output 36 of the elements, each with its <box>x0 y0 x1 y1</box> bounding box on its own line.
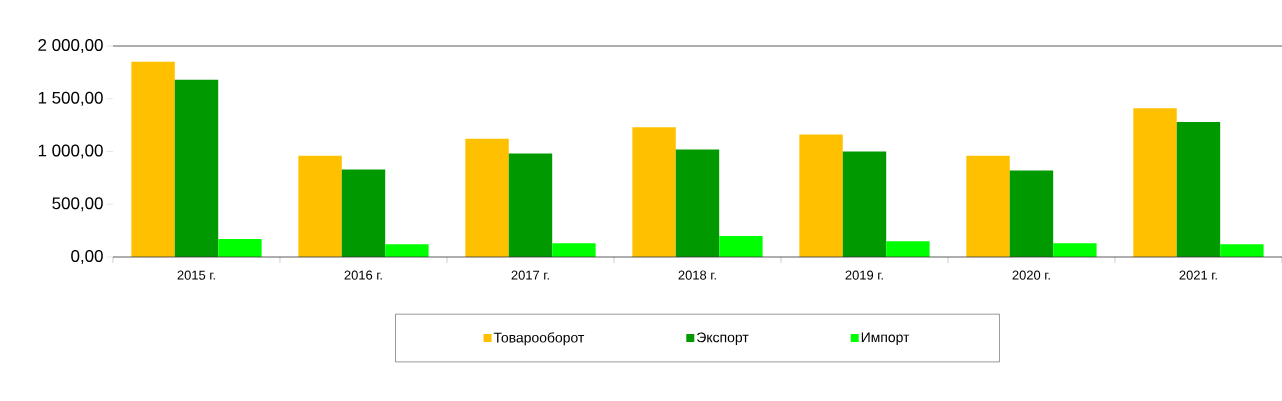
y-tick-label: 500,00 <box>52 197 103 212</box>
legend-label: Товарооборот <box>493 332 585 346</box>
x-tick-label: 2021 г. <box>1179 270 1217 280</box>
x-tick-label: 2018 г. <box>678 270 716 280</box>
bar <box>1176 121 1221 257</box>
bar <box>886 241 930 257</box>
x-tick-label: 2015 г. <box>177 270 215 280</box>
bar <box>465 138 509 257</box>
x-tick-label: 2020 г. <box>1012 270 1050 280</box>
bar <box>632 127 676 257</box>
bar <box>799 134 843 257</box>
bar <box>719 235 763 257</box>
x-tick-label: 2017 г. <box>511 270 549 280</box>
y-tick-label: 2 000,00 <box>38 39 103 53</box>
bar <box>1133 108 1177 257</box>
bar <box>675 149 720 257</box>
legend-label: Импорт <box>861 332 910 345</box>
bar <box>552 243 596 257</box>
bar <box>131 61 175 257</box>
bar <box>218 239 262 257</box>
y-tick-label: 0,00 <box>71 250 103 264</box>
x-tick-label: 2019 г. <box>845 270 883 280</box>
y-tick-label: 1 500,00 <box>38 91 103 106</box>
bar <box>385 244 429 257</box>
bar <box>1009 170 1054 257</box>
bar <box>508 153 553 257</box>
bar <box>966 155 1010 257</box>
y-tick-label: 1 000,00 <box>38 144 103 159</box>
x-tick-label: 2016 г. <box>344 270 382 280</box>
bar <box>842 151 887 257</box>
bar <box>1053 243 1097 257</box>
bar <box>174 79 219 257</box>
legend-label: Экспорт <box>697 332 749 346</box>
bar <box>341 169 386 257</box>
bar <box>1220 244 1264 257</box>
bar <box>298 155 342 257</box>
